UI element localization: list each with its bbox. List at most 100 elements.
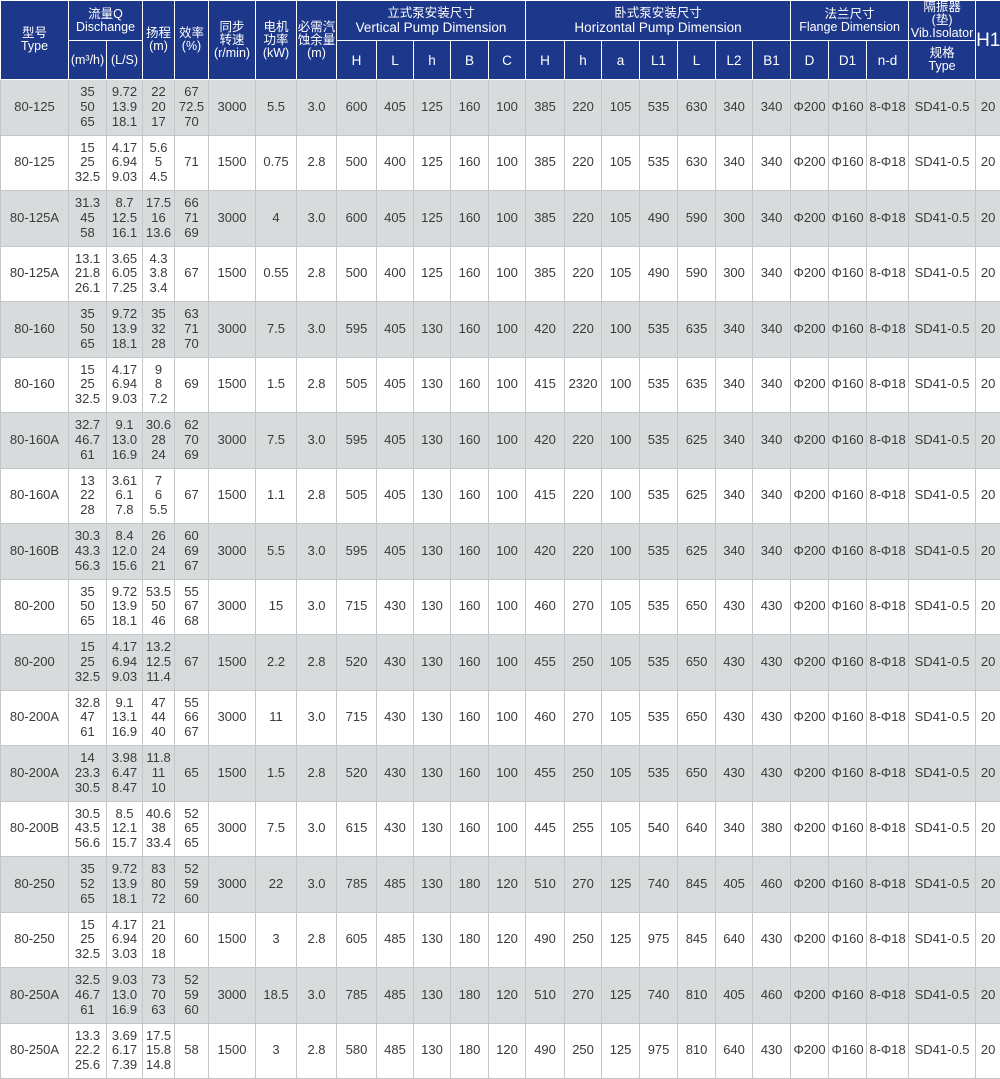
cell-horizontal-h: 220 bbox=[565, 246, 602, 302]
cell-vertical-l: 405 bbox=[377, 191, 414, 247]
cell-vertical-l: 485 bbox=[377, 912, 414, 968]
cell-vertical-l: 485 bbox=[377, 857, 414, 913]
cell-vertical-b: 160 bbox=[451, 468, 489, 524]
cell-flange-d1: Φ160 bbox=[829, 191, 867, 247]
cell-efficiency: 58 bbox=[175, 1023, 209, 1079]
cell-horizontal-l1: 535 bbox=[640, 579, 678, 635]
cell-vertical-b: 160 bbox=[451, 302, 489, 358]
cell-horizontal-l1: 535 bbox=[640, 468, 678, 524]
cell-flange-n-d: 8-Φ18 bbox=[867, 357, 909, 413]
cell-vertical-b: 160 bbox=[451, 524, 489, 580]
cell-horizontal-l: 640 bbox=[678, 801, 716, 857]
cell-vertical-b: 160 bbox=[451, 635, 489, 691]
cell-speed: 1500 bbox=[209, 635, 256, 691]
cell-horizontal-b1: 430 bbox=[753, 690, 791, 746]
cell-speed: 3000 bbox=[209, 302, 256, 358]
cell-type: 80-160 bbox=[1, 302, 69, 358]
cell-power: 7.5 bbox=[256, 302, 297, 358]
cell-type: 80-125 bbox=[1, 135, 69, 191]
cell-horizontal-l2: 340 bbox=[716, 468, 753, 524]
cell-power: 2.2 bbox=[256, 635, 297, 691]
cell-horizontal-a: 125 bbox=[602, 1023, 640, 1079]
cell-horizontal-h: 455 bbox=[526, 635, 565, 691]
cell-horizontal-l: 650 bbox=[678, 579, 716, 635]
cell-vertical-b: 160 bbox=[451, 246, 489, 302]
cell-horizontal-a: 105 bbox=[602, 80, 640, 136]
cell-isolator-type: SD41-0.5 bbox=[909, 413, 976, 469]
cell-flange-d: Φ200 bbox=[791, 413, 829, 469]
cell-vertical-l: 405 bbox=[377, 524, 414, 580]
cell-npsh: 2.8 bbox=[297, 357, 337, 413]
cell-flange-n-d: 8-Φ18 bbox=[867, 579, 909, 635]
cell-npsh: 3.0 bbox=[297, 968, 337, 1024]
cell-power: 1.5 bbox=[256, 357, 297, 413]
header-horizontal-b1: B1 bbox=[753, 41, 791, 80]
cell-horizontal-a: 105 bbox=[602, 801, 640, 857]
cell-vertical-h: 580 bbox=[337, 1023, 377, 1079]
cell-speed: 3000 bbox=[209, 524, 256, 580]
header-flange-d: D bbox=[791, 41, 829, 80]
cell-h1: 20 bbox=[976, 579, 1000, 635]
cell-vertical-b: 160 bbox=[451, 801, 489, 857]
cell-vertical-h: 505 bbox=[337, 468, 377, 524]
cell-flange-d: Φ200 bbox=[791, 746, 829, 802]
header-npsh: 必需汽蚀余量(m) bbox=[297, 1, 337, 80]
cell-horizontal-h: 420 bbox=[526, 413, 565, 469]
cell-horizontal-l: 625 bbox=[678, 468, 716, 524]
cell-horizontal-a: 125 bbox=[602, 857, 640, 913]
cell-horizontal-l2: 340 bbox=[716, 80, 753, 136]
cell-vertical-l: 430 bbox=[377, 746, 414, 802]
cell-vertical-h: 125 bbox=[414, 80, 451, 136]
cell-horizontal-h: 385 bbox=[526, 80, 565, 136]
cell-vertical-l: 405 bbox=[377, 302, 414, 358]
header-flange-d1: D1 bbox=[829, 41, 867, 80]
cell-speed: 1500 bbox=[209, 912, 256, 968]
cell-horizontal-h: 490 bbox=[526, 1023, 565, 1079]
cell-vertical-l: 405 bbox=[377, 357, 414, 413]
cell-vertical-l: 405 bbox=[377, 80, 414, 136]
cell-horizontal-a: 105 bbox=[602, 746, 640, 802]
cell-speed: 3000 bbox=[209, 857, 256, 913]
cell-vertical-h: 130 bbox=[414, 635, 451, 691]
cell-horizontal-a: 100 bbox=[602, 413, 640, 469]
cell-vertical-l: 400 bbox=[377, 135, 414, 191]
cell-horizontal-a: 125 bbox=[602, 912, 640, 968]
cell-horizontal-h: 420 bbox=[526, 524, 565, 580]
cell-horizontal-h: 220 bbox=[565, 302, 602, 358]
cell-vertical-h: 130 bbox=[414, 579, 451, 635]
cell-flange-n-d: 8-Φ18 bbox=[867, 80, 909, 136]
cell-flange-d: Φ200 bbox=[791, 302, 829, 358]
cell-vertical-b: 160 bbox=[451, 413, 489, 469]
cell-vertical-h: 595 bbox=[337, 302, 377, 358]
cell-horizontal-b1: 430 bbox=[753, 746, 791, 802]
cell-vertical-h: 600 bbox=[337, 191, 377, 247]
cell-vertical-b: 180 bbox=[451, 912, 489, 968]
cell-horizontal-h: 250 bbox=[565, 746, 602, 802]
cell-type: 80-200 bbox=[1, 579, 69, 635]
header-h1: H1 bbox=[976, 1, 1000, 80]
cell-vertical-h: 615 bbox=[337, 801, 377, 857]
cell-horizontal-l1: 535 bbox=[640, 302, 678, 358]
cell-horizontal-l2: 640 bbox=[716, 912, 753, 968]
cell-vertical-h: 125 bbox=[414, 191, 451, 247]
cell-isolator-type: SD41-0.5 bbox=[909, 468, 976, 524]
cell-vertical-h: 130 bbox=[414, 968, 451, 1024]
cell-h1: 20 bbox=[976, 857, 1000, 913]
cell-vertical-c: 100 bbox=[489, 746, 526, 802]
header-vertical-b: B bbox=[451, 41, 489, 80]
